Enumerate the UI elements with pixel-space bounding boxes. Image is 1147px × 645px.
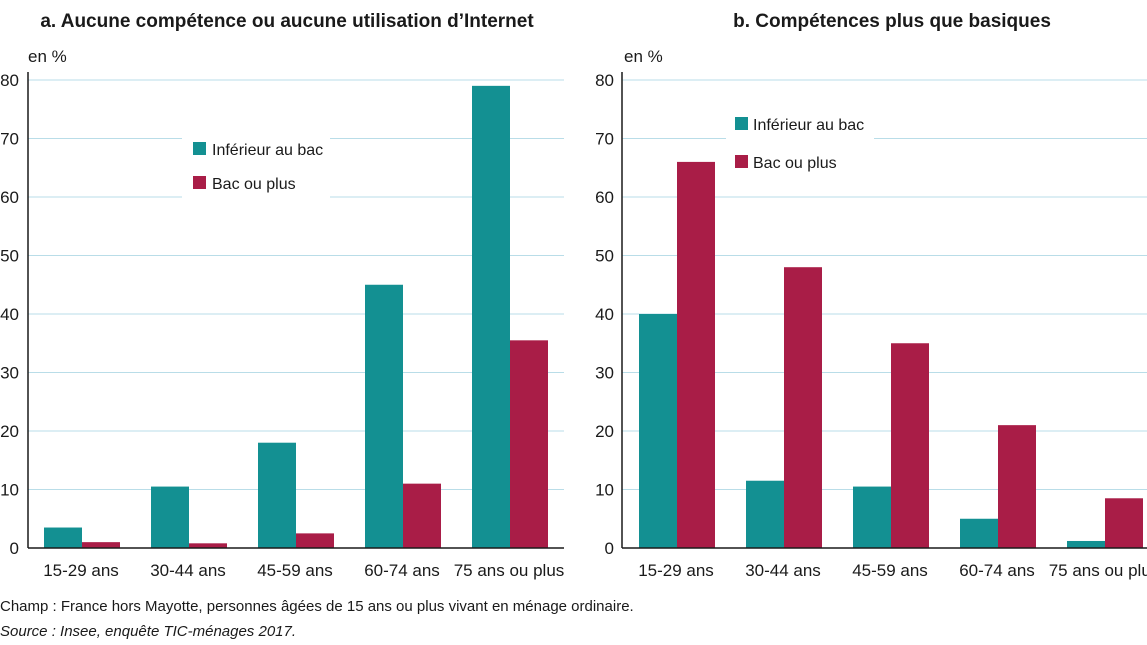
chart-b-legend-label-inferieur: Inférieur au bac — [753, 117, 864, 134]
chart-b-y-tick-label: 50 — [595, 247, 614, 266]
champ-note: Champ : France hors Mayotte, personnes â… — [0, 598, 634, 615]
chart-b-bar-bac-2 — [784, 267, 822, 548]
chart-panel-a: a. Aucune compétence ou aucune utilisati… — [0, 11, 564, 580]
chart-a-axes — [27, 72, 564, 549]
chart-a-bar-bac-3 — [296, 533, 334, 548]
chart-b-bar-inferieur-3 — [853, 486, 891, 548]
chart-a-y-tick-label: 30 — [0, 364, 19, 383]
chart-b-legend-label-bac: Bac ou plus — [753, 155, 837, 172]
chart-a-bar-inferieur-3 — [258, 442, 296, 548]
chart-b-legend-swatch-bac — [735, 155, 748, 168]
chart-a-legend-label-inferieur: Inférieur au bac — [212, 142, 323, 159]
chart-a-y-tick-label: 60 — [0, 188, 19, 207]
chart-a-y-tick-label: 40 — [0, 305, 19, 324]
source-note: Source : Insee, enquête TIC-ménages 2017… — [0, 623, 297, 640]
chart-panel-b: b. Compétences plus que basiques en % 0 1… — [595, 11, 1147, 580]
chart-b-x-tick-label: 75 ans ou plus — [1049, 561, 1147, 580]
chart-b-bar-bac-5 — [1105, 498, 1143, 548]
chart-b-bar-bac-1 — [677, 161, 715, 548]
chart-a-legend-label-bac: Bac ou plus — [212, 176, 296, 193]
chart-a-x-tick-label: 15-29 ans — [43, 561, 119, 580]
chart-b-y-tick-label: 0 — [605, 539, 614, 558]
chart-b-x-tick-label: 30-44 ans — [745, 561, 821, 580]
chart-b-y-tick-label: 20 — [595, 422, 614, 441]
chart-b-y-tick-label: 70 — [595, 130, 614, 149]
chart-b-y-unit: en % — [624, 47, 663, 66]
chart-a-bar-inferieur-1 — [44, 527, 82, 548]
chart-a-bar-bac-1 — [82, 542, 120, 548]
chart-a-y-ticks: 0 10 20 30 40 50 60 70 80 — [0, 71, 19, 558]
chart-b-x-ticks: 15-29 ans 30-44 ans 45-59 ans 60-74 ans 75 a… — [638, 561, 1147, 580]
chart-a-y-tick-label: 10 — [0, 481, 19, 500]
chart-a-bars — [44, 85, 548, 548]
chart-b-bar-inferieur-4 — [960, 518, 998, 548]
chart-a-legend-swatch-bac — [193, 176, 206, 189]
chart-a-bar-inferieur-4 — [365, 284, 403, 548]
chart-a-bar-bac-5 — [510, 340, 548, 548]
chart-a-y-tick-label: 70 — [0, 130, 19, 149]
chart-a-title: a. Aucune compétence ou aucune utilisati… — [40, 11, 534, 32]
chart-b-title: b. Compétences plus que basiques — [733, 11, 1051, 32]
chart-b-bars — [639, 161, 1143, 548]
chart-a-legend-background — [182, 132, 330, 200]
chart-a-y-tick-label: 50 — [0, 247, 19, 266]
chart-b-legend-background — [726, 108, 874, 178]
chart-b-y-tick-label: 60 — [595, 188, 614, 207]
chart-b-x-tick-label: 15-29 ans — [638, 561, 714, 580]
chart-a-y-unit: en % — [28, 47, 67, 66]
chart-a-x-ticks: 15-29 ans 30-44 ans 45-59 ans 60-74 ans 75 a… — [43, 561, 564, 580]
chart-b-bar-inferieur-5 — [1067, 540, 1105, 548]
chart-b-y-tick-label: 10 — [595, 481, 614, 500]
chart-a-x-tick-label: 60-74 ans — [364, 561, 440, 580]
chart-b-y-tick-label: 80 — [595, 71, 614, 90]
chart-b-legend: Inférieur au bac Bac ou plus — [726, 108, 874, 178]
chart-b-bar-bac-4 — [998, 425, 1036, 548]
chart-a-bar-bac-2 — [189, 543, 227, 548]
chart-b-axes — [621, 72, 1147, 549]
chart-a-bar-bac-4 — [403, 483, 441, 548]
chart-b-bar-inferieur-2 — [746, 480, 784, 548]
chart-a-y-tick-label: 0 — [10, 539, 19, 558]
chart-a-legend: Inférieur au bac Bac ou plus — [182, 132, 330, 200]
chart-b-y-tick-label: 40 — [595, 305, 614, 324]
chart-a-x-tick-label: 45-59 ans — [257, 561, 333, 580]
chart-a-y-tick-label: 20 — [0, 422, 19, 441]
chart-b-legend-swatch-inferieur — [735, 117, 748, 130]
chart-b-x-tick-label: 60-74 ans — [959, 561, 1035, 580]
chart-b-y-tick-label: 30 — [595, 364, 614, 383]
chart-a-bar-inferieur-2 — [151, 486, 189, 548]
chart-a-x-tick-label: 30-44 ans — [150, 561, 226, 580]
chart-b-y-ticks: 0 10 20 30 40 50 60 70 80 — [595, 71, 614, 558]
chart-a-x-tick-label: 75 ans ou plus — [454, 561, 565, 580]
chart-a-bar-inferieur-5 — [472, 85, 510, 548]
chart-a-y-tick-label: 80 — [0, 71, 19, 90]
chart-a-legend-swatch-inferieur — [193, 142, 206, 155]
chart-b-x-tick-label: 45-59 ans — [852, 561, 928, 580]
chart-b-bar-bac-3 — [891, 343, 929, 548]
chart-b-bar-inferieur-1 — [639, 314, 677, 548]
